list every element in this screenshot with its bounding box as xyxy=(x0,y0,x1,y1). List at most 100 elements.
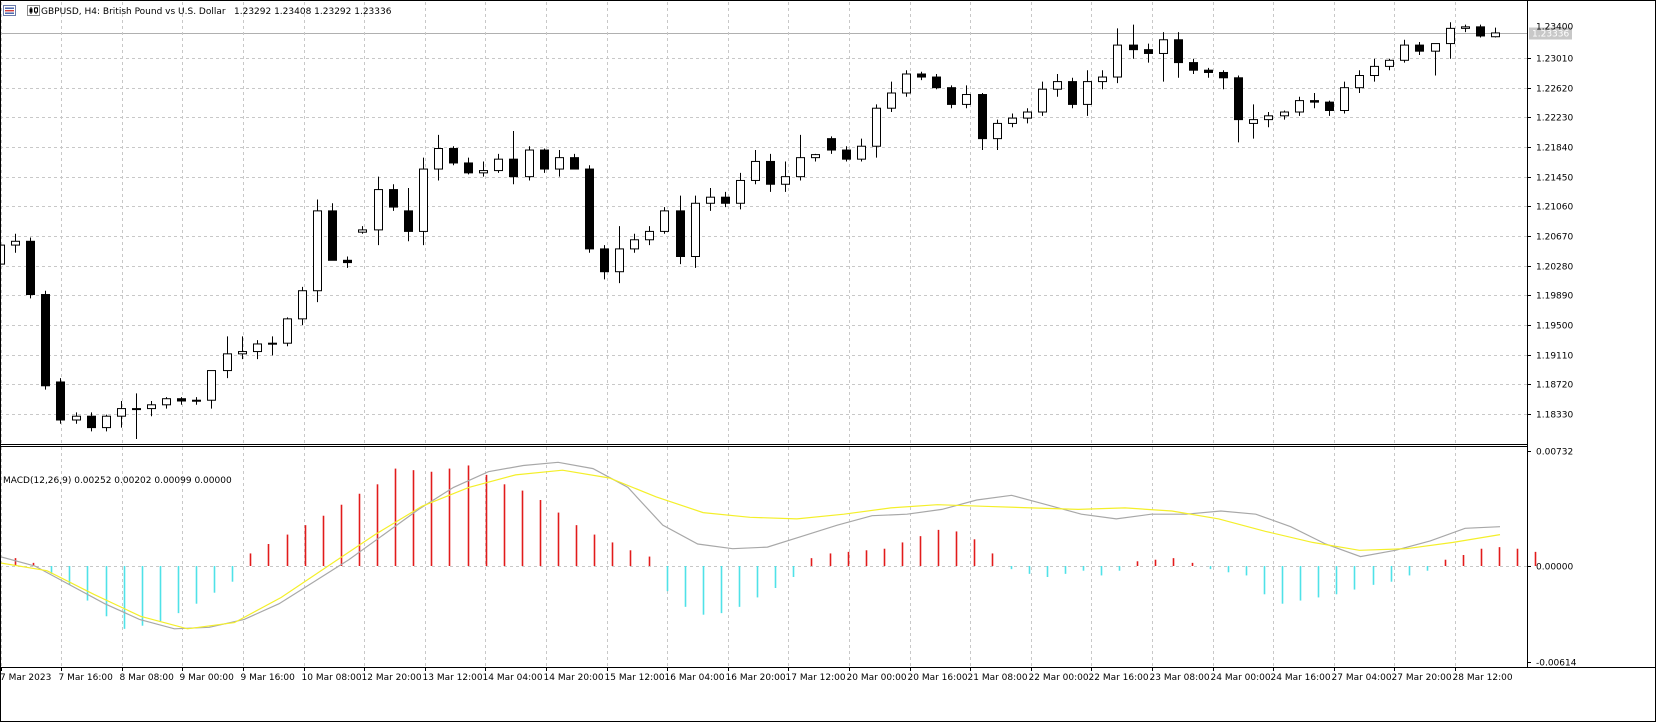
symbol-menu-icon[interactable] xyxy=(3,5,16,16)
time-label: 27 Mar 20:00 xyxy=(1392,673,1452,683)
candle-bull xyxy=(1023,111,1032,119)
candle-bull xyxy=(1355,75,1364,89)
price-tick-label: 1.20670 xyxy=(1536,233,1573,243)
candle-bear xyxy=(1415,44,1424,52)
candle-bear xyxy=(721,196,730,204)
candle-bear xyxy=(540,149,549,170)
candle-bull xyxy=(1113,44,1122,78)
macd-panel xyxy=(0,461,1537,630)
candle-bull xyxy=(1083,81,1092,105)
candle-bull xyxy=(419,168,428,232)
candle-bear xyxy=(328,210,337,261)
candle-bear xyxy=(978,94,987,140)
candle-bear xyxy=(570,157,579,170)
price-tick-label: 1.21840 xyxy=(1536,144,1573,154)
candle-bear xyxy=(464,162,473,174)
time-label: 16 Mar 04:00 xyxy=(665,673,725,683)
time-label: 13 Mar 12:00 xyxy=(423,673,483,683)
price-tick-label: 1.21060 xyxy=(1536,203,1573,213)
candle-bull xyxy=(1431,43,1440,52)
candle-bull xyxy=(1295,100,1304,113)
candle-bear xyxy=(1476,26,1485,37)
candle-bull xyxy=(238,351,247,355)
candle-bull xyxy=(1159,39,1168,54)
time-label: 23 Mar 08:00 xyxy=(1150,673,1210,683)
candle-bull xyxy=(223,353,232,372)
candle-bull xyxy=(857,145,866,160)
candle-bull xyxy=(1053,81,1062,90)
candle-bull xyxy=(313,210,322,292)
candle-bull xyxy=(1385,59,1394,67)
candle-bull xyxy=(162,398,171,406)
price-panel xyxy=(0,22,1500,440)
candle-bear xyxy=(1189,62,1198,71)
time-label: 7 Mar 16:00 xyxy=(59,673,114,683)
candle-bear xyxy=(1219,71,1228,79)
candle-bull xyxy=(660,210,669,232)
candle-bull xyxy=(902,73,911,94)
time-label: 9 Mar 16:00 xyxy=(241,673,296,683)
candle-bull xyxy=(192,399,201,402)
time-label: 22 Mar 16:00 xyxy=(1089,673,1149,683)
candle-bear xyxy=(87,415,96,429)
candle-bull xyxy=(374,189,383,231)
candle-bull xyxy=(525,149,534,178)
candle-bull xyxy=(555,157,564,170)
candle-bull xyxy=(1008,117,1017,124)
candle-bull xyxy=(887,92,896,109)
time-label: 20 Mar 16:00 xyxy=(908,673,968,683)
time-label: 24 Mar 16:00 xyxy=(1271,673,1331,683)
time-label: 14 Mar 20:00 xyxy=(544,673,604,683)
candle-bull xyxy=(434,148,443,170)
macd-tick-label: 0.00732 xyxy=(1536,448,1573,458)
time-label: 24 Mar 00:00 xyxy=(1211,673,1271,683)
candle-bull xyxy=(207,370,216,401)
time-label: 12 Mar 20:00 xyxy=(362,673,422,683)
time-label: 7 Mar 2023 xyxy=(0,673,51,683)
candle-bull xyxy=(1340,87,1349,111)
candle-chart-icon[interactable] xyxy=(27,5,40,16)
price-tick-label: 1.19890 xyxy=(1536,292,1573,302)
candle-bear xyxy=(932,76,941,89)
candle-bear xyxy=(585,168,594,250)
candle-bear xyxy=(404,210,413,232)
candle-bear xyxy=(1234,77,1243,121)
last-price-box xyxy=(1529,27,1572,40)
candle-bull xyxy=(1249,119,1258,124)
time-label: 22 Mar 00:00 xyxy=(1029,673,1089,683)
candle-bear xyxy=(600,248,609,273)
ohlc-label: 1.23292 1.23408 1.23292 1.23336 xyxy=(234,7,392,17)
symbol-info-label: GBPUSD, H4: British Pound vs U.S. Dollar xyxy=(41,7,226,17)
candle-bull xyxy=(645,230,654,241)
candle-bear xyxy=(41,294,50,387)
candle-bull xyxy=(962,94,971,105)
candle-bull xyxy=(1400,44,1409,61)
candle-bear xyxy=(1129,44,1138,51)
macd-indicator-label: MACD(12,26,9) 0.00252 0.00202 0.00099 0.… xyxy=(3,476,232,486)
candle-bull xyxy=(253,343,262,353)
candle-bull xyxy=(102,415,111,429)
time-label: 16 Mar 20:00 xyxy=(726,673,786,683)
candle-bear xyxy=(1174,39,1183,64)
time-label: 10 Mar 08:00 xyxy=(302,673,362,683)
time-label: 8 Mar 08:00 xyxy=(120,673,175,683)
time-label: 9 Mar 00:00 xyxy=(180,673,235,683)
candle-bull xyxy=(268,342,277,345)
candle-bull xyxy=(1491,32,1500,38)
candle-bear xyxy=(1144,49,1153,54)
candle-bull xyxy=(1446,27,1455,45)
candle-bull xyxy=(615,248,624,273)
candle-bull xyxy=(117,408,126,417)
candle-bear xyxy=(1068,81,1077,105)
price-tick-label: 1.21450 xyxy=(1536,174,1573,184)
candle-bull xyxy=(811,154,820,159)
candle-bear xyxy=(1310,100,1319,103)
candle-bull xyxy=(358,229,367,233)
candle-bull xyxy=(751,160,760,181)
candle-bull xyxy=(706,196,715,204)
time-label: 15 Mar 12:00 xyxy=(605,673,665,683)
candle-bear xyxy=(1204,69,1213,73)
candle-bull xyxy=(781,176,790,185)
